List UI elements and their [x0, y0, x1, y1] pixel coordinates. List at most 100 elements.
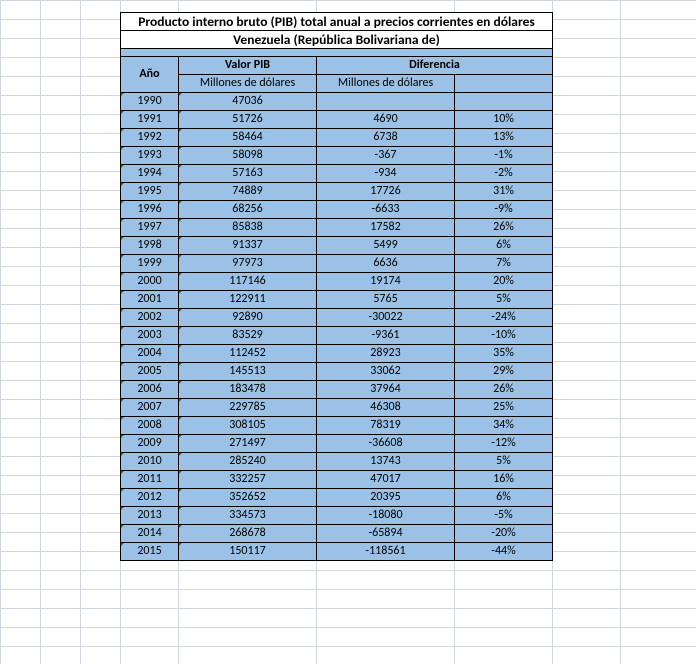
cell-pct[interactable]: -10% — [455, 327, 553, 345]
cell-pct[interactable]: 35% — [455, 345, 553, 363]
cell-year[interactable]: 2000 — [121, 273, 179, 291]
cell-year[interactable]: 2005 — [121, 363, 179, 381]
cell-diff[interactable]: -367 — [317, 147, 455, 165]
cell-pct[interactable]: -44% — [455, 543, 553, 561]
cell-pct[interactable]: 31% — [455, 183, 553, 201]
cell-pib[interactable]: 47036 — [179, 93, 317, 111]
cell-pct[interactable]: 13% — [455, 129, 553, 147]
cell-pct[interactable]: 6% — [455, 237, 553, 255]
cell-diff[interactable]: 20395 — [317, 489, 455, 507]
cell-pct[interactable] — [455, 93, 553, 111]
cell-pct[interactable]: 20% — [455, 273, 553, 291]
cell-year[interactable]: 2010 — [121, 453, 179, 471]
cell-year[interactable]: 2015 — [121, 543, 179, 561]
cell-pct[interactable]: -9% — [455, 201, 553, 219]
cell-pct[interactable]: 5% — [455, 291, 553, 309]
cell-diff[interactable] — [317, 93, 455, 111]
cell-pib[interactable]: 150117 — [179, 543, 317, 561]
cell-year[interactable]: 1997 — [121, 219, 179, 237]
cell-diff[interactable]: 78319 — [317, 417, 455, 435]
cell-diff[interactable]: 33062 — [317, 363, 455, 381]
cell-pib[interactable]: 85838 — [179, 219, 317, 237]
cell-year[interactable]: 2013 — [121, 507, 179, 525]
cell-diff[interactable]: 13743 — [317, 453, 455, 471]
cell-diff[interactable]: -118561 — [317, 543, 455, 561]
cell-pct[interactable]: 25% — [455, 399, 553, 417]
cell-pct[interactable]: 26% — [455, 219, 553, 237]
cell-year[interactable]: 1999 — [121, 255, 179, 273]
cell-diff[interactable]: 47017 — [317, 471, 455, 489]
cell-pib[interactable]: 145513 — [179, 363, 317, 381]
cell-pib[interactable]: 74889 — [179, 183, 317, 201]
cell-pib[interactable]: 308105 — [179, 417, 317, 435]
cell-pib[interactable]: 334573 — [179, 507, 317, 525]
cell-pib[interactable]: 285240 — [179, 453, 317, 471]
cell-pct[interactable]: 7% — [455, 255, 553, 273]
cell-year[interactable]: 1993 — [121, 147, 179, 165]
cell-diff[interactable]: 46308 — [317, 399, 455, 417]
cell-pct[interactable]: -24% — [455, 309, 553, 327]
cell-pib[interactable]: 271497 — [179, 435, 317, 453]
cell-pib[interactable]: 57163 — [179, 165, 317, 183]
cell-diff[interactable]: 17582 — [317, 219, 455, 237]
cell-diff[interactable]: -65894 — [317, 525, 455, 543]
cell-diff[interactable]: -6633 — [317, 201, 455, 219]
cell-pib[interactable]: 229785 — [179, 399, 317, 417]
cell-diff[interactable]: -9361 — [317, 327, 455, 345]
cell-year[interactable]: 1991 — [121, 111, 179, 129]
cell-pib[interactable]: 332257 — [179, 471, 317, 489]
cell-pib[interactable]: 58464 — [179, 129, 317, 147]
cell-diff[interactable]: 19174 — [317, 273, 455, 291]
cell-pct[interactable]: 29% — [455, 363, 553, 381]
cell-pct[interactable]: -1% — [455, 147, 553, 165]
cell-year[interactable]: 2001 — [121, 291, 179, 309]
cell-year[interactable]: 2009 — [121, 435, 179, 453]
cell-pib[interactable]: 58098 — [179, 147, 317, 165]
cell-diff[interactable]: 17726 — [317, 183, 455, 201]
cell-year[interactable]: 1996 — [121, 201, 179, 219]
cell-pib[interactable]: 51726 — [179, 111, 317, 129]
cell-year[interactable]: 2008 — [121, 417, 179, 435]
cell-pib[interactable]: 68256 — [179, 201, 317, 219]
cell-diff[interactable]: 6738 — [317, 129, 455, 147]
cell-pct[interactable]: 26% — [455, 381, 553, 399]
cell-year[interactable]: 1990 — [121, 93, 179, 111]
cell-pct[interactable]: -2% — [455, 165, 553, 183]
cell-pib[interactable]: 183478 — [179, 381, 317, 399]
cell-year[interactable]: 1994 — [121, 165, 179, 183]
cell-diff[interactable]: 5499 — [317, 237, 455, 255]
cell-diff[interactable]: -934 — [317, 165, 455, 183]
cell-pib[interactable]: 268678 — [179, 525, 317, 543]
cell-pib[interactable]: 112452 — [179, 345, 317, 363]
cell-year[interactable]: 2014 — [121, 525, 179, 543]
cell-year[interactable]: 2011 — [121, 471, 179, 489]
cell-year[interactable]: 1992 — [121, 129, 179, 147]
cell-pib[interactable]: 122911 — [179, 291, 317, 309]
cell-diff[interactable]: -18080 — [317, 507, 455, 525]
cell-pct[interactable]: 16% — [455, 471, 553, 489]
cell-year[interactable]: 2007 — [121, 399, 179, 417]
cell-diff[interactable]: 6636 — [317, 255, 455, 273]
cell-year[interactable]: 2004 — [121, 345, 179, 363]
cell-pib[interactable]: 91337 — [179, 237, 317, 255]
cell-pib[interactable]: 352652 — [179, 489, 317, 507]
cell-pib[interactable]: 92890 — [179, 309, 317, 327]
cell-diff[interactable]: -36608 — [317, 435, 455, 453]
cell-pct[interactable]: 6% — [455, 489, 553, 507]
cell-year[interactable]: 2012 — [121, 489, 179, 507]
cell-diff[interactable]: 28923 — [317, 345, 455, 363]
cell-pct[interactable]: 34% — [455, 417, 553, 435]
cell-diff[interactable]: 37964 — [317, 381, 455, 399]
cell-pib[interactable]: 117146 — [179, 273, 317, 291]
cell-pct[interactable]: -20% — [455, 525, 553, 543]
cell-pct[interactable]: -5% — [455, 507, 553, 525]
cell-diff[interactable]: -30022 — [317, 309, 455, 327]
cell-pct[interactable]: -12% — [455, 435, 553, 453]
cell-year[interactable]: 1995 — [121, 183, 179, 201]
cell-year[interactable]: 2006 — [121, 381, 179, 399]
cell-pct[interactable]: 5% — [455, 453, 553, 471]
cell-year[interactable]: 1998 — [121, 237, 179, 255]
cell-diff[interactable]: 5765 — [317, 291, 455, 309]
cell-year[interactable]: 2002 — [121, 309, 179, 327]
cell-pib[interactable]: 97973 — [179, 255, 317, 273]
